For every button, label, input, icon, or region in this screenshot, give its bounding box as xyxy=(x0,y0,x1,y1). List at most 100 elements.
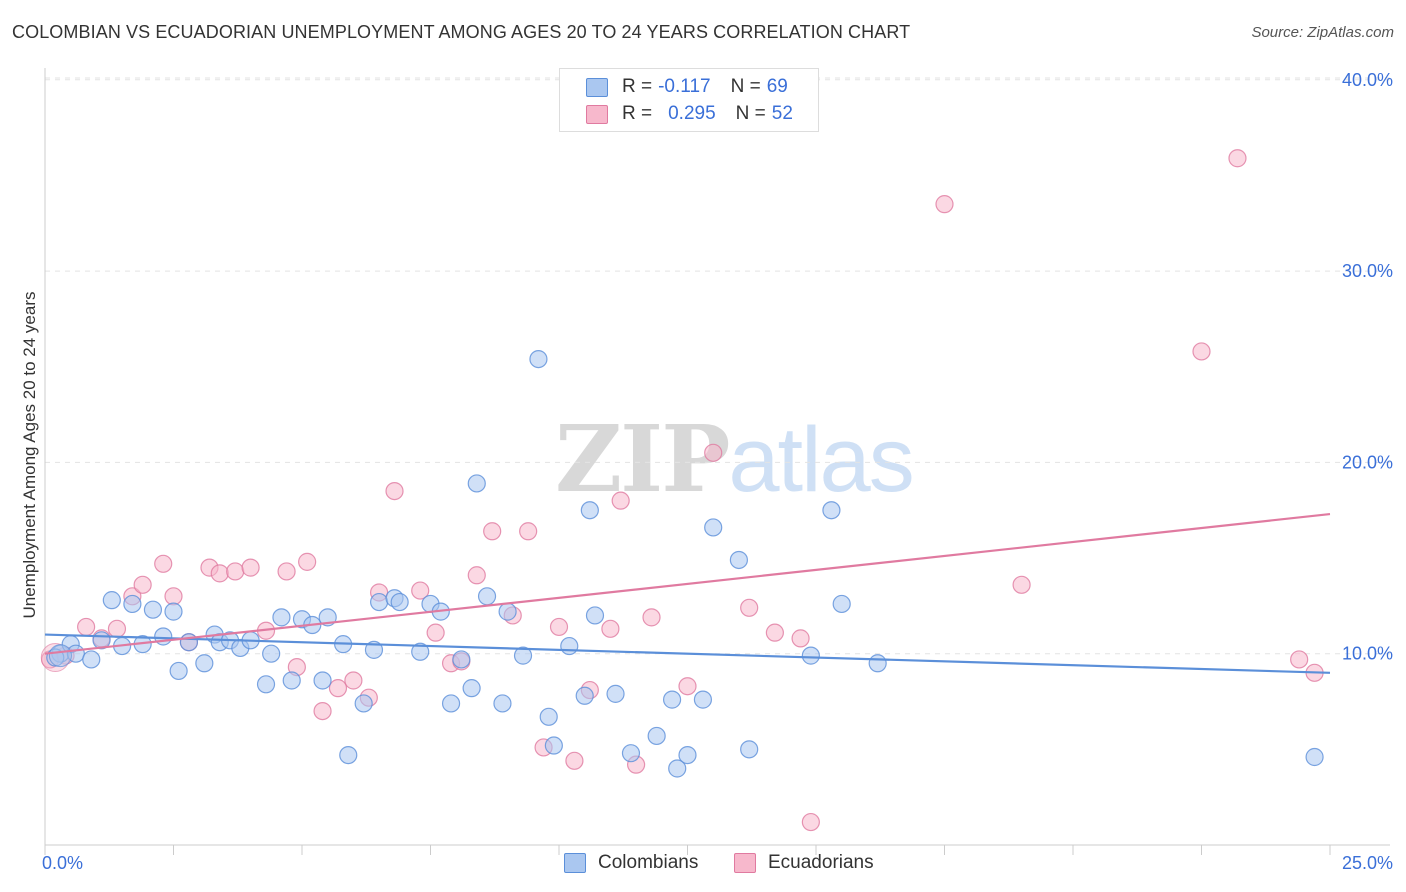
ecuadorians-point-36 xyxy=(601,619,620,638)
colombians-point-29 xyxy=(339,745,358,765)
colombians-point-40 xyxy=(462,679,481,698)
colombians-point-32 xyxy=(370,592,389,612)
ecuadorians-point-18 xyxy=(313,701,332,721)
tick-labels: 10.0% 20.0% 30.0% 40.0% 0.0% 25.0% xyxy=(42,70,1393,873)
colombians-point-64 xyxy=(822,501,841,520)
colombians-point-41 xyxy=(467,474,486,493)
legend-item-ecuadorians[interactable]: Ecuadorians xyxy=(734,852,874,874)
colombians-point-3 xyxy=(82,650,101,669)
colombians-point-60 xyxy=(704,518,723,537)
y-tick-label-1: 20.0% xyxy=(1342,452,1393,472)
colombians-point-9 xyxy=(143,600,163,619)
colombians-point-66 xyxy=(868,654,887,673)
colombians-point-65 xyxy=(832,594,851,614)
colombians-point-59 xyxy=(693,690,713,709)
y-tick-label-0: 10.0% xyxy=(1342,644,1393,664)
colombians-points xyxy=(46,349,1324,778)
axes xyxy=(44,68,1390,855)
colombians-point-55 xyxy=(647,726,666,746)
legend-swatch-colombians xyxy=(586,77,608,97)
colombians-point-61 xyxy=(729,550,749,570)
colombians-point-51 xyxy=(580,501,599,520)
colombians-point-30 xyxy=(354,694,373,713)
colombians-point-43 xyxy=(493,694,512,713)
correlation-legend: R = -0.117 N = 69 R = 0.295 N = 52 xyxy=(559,68,819,132)
legend-r-label: R = xyxy=(622,76,653,97)
colombians-point-49 xyxy=(560,636,579,656)
ecuadorians-point-2 xyxy=(77,617,96,637)
ecuadorians-point-34 xyxy=(565,751,584,770)
legend-r-value: -0.117 xyxy=(658,76,711,97)
colombians-point-46 xyxy=(529,349,548,369)
ecuadorians-point-33 xyxy=(549,617,569,637)
colombians-label: Colombians xyxy=(598,852,699,873)
colombians-trend-line xyxy=(44,633,1331,674)
colombians-point-22 xyxy=(272,608,291,627)
colombians-point-23 xyxy=(282,671,301,690)
ecuadorians-point-17 xyxy=(298,552,317,571)
colombians-point-26 xyxy=(313,671,332,690)
colombians-point-7 xyxy=(123,594,142,614)
ecuadorians-point-12 xyxy=(226,562,245,581)
legend-row-colombians: R = -0.117 N = 69 xyxy=(586,75,788,99)
ecuadorians-point-45 xyxy=(801,812,820,832)
ecuadorians-points xyxy=(40,149,1324,832)
colombians-point-53 xyxy=(606,684,625,703)
ecuadorians-point-39 xyxy=(642,608,661,627)
legend-swatch-ecuadorians xyxy=(586,104,608,124)
colombians-point-63 xyxy=(801,646,820,665)
ecuadorians-point-11 xyxy=(210,564,229,583)
colombians-point-35 xyxy=(411,642,430,661)
colombians-point-20 xyxy=(256,675,276,694)
colombians-point-56 xyxy=(668,759,687,778)
ecuadorians-point-37 xyxy=(611,491,630,510)
colombians-swatch xyxy=(564,853,586,873)
ecuadorians-point-15 xyxy=(277,562,296,581)
colombians-point-21 xyxy=(262,644,281,663)
colombians-point-67 xyxy=(1305,747,1324,767)
x-tick-label-1: 25.0% xyxy=(1342,853,1393,873)
y-tick-label-2: 30.0% xyxy=(1342,261,1393,281)
y-tick-label-3: 40.0% xyxy=(1342,70,1393,90)
ecuadorians-point-47 xyxy=(1012,575,1031,594)
colombians-point-13 xyxy=(179,633,199,652)
ecuadorians-point-41 xyxy=(704,443,723,462)
colombians-point-54 xyxy=(621,744,641,763)
colombians-point-45 xyxy=(513,646,533,665)
ecuadorians-point-8 xyxy=(164,587,183,606)
ecuadorians-point-49 xyxy=(1228,149,1247,168)
ecuadorians-point-44 xyxy=(791,629,810,648)
colombians-point-12 xyxy=(169,661,188,681)
ecuadorians-point-19 xyxy=(328,679,348,698)
colombians-point-42 xyxy=(477,587,497,606)
ecuadorians-point-50 xyxy=(1290,650,1309,669)
legend-item-colombians[interactable]: Colombians xyxy=(564,852,698,874)
ecuadorians-label: Ecuadorians xyxy=(768,852,874,873)
colombians-point-44 xyxy=(498,602,517,621)
ecuadorians-point-23 xyxy=(385,481,404,501)
colombians-point-31 xyxy=(364,640,384,659)
ecuadorians-point-25 xyxy=(426,623,445,642)
ecuadorians-point-31 xyxy=(519,522,538,541)
colombians-point-48 xyxy=(544,736,563,755)
legend-n-value: 52 xyxy=(771,103,793,124)
ecuadorians-point-6 xyxy=(133,575,152,594)
ecuadorians-point-40 xyxy=(678,677,697,696)
ecuadorians-point-48 xyxy=(1192,342,1211,361)
colombians-point-57 xyxy=(662,690,682,709)
y-axis-label: Unemployment Among Ages 20 to 24 years xyxy=(20,291,39,619)
colombians-point-14 xyxy=(195,654,214,673)
colombians-cluster-point xyxy=(48,644,72,668)
x-tick-label-0: 0.0% xyxy=(42,853,83,873)
ecuadorians-point-46 xyxy=(935,195,954,214)
colombians-point-62 xyxy=(740,740,759,759)
colombians-point-47 xyxy=(539,707,558,726)
ecuadorians-point-4 xyxy=(107,619,127,638)
colombians-point-11 xyxy=(164,602,183,621)
ecuadorians-point-42 xyxy=(740,598,759,617)
ecuadorians-point-43 xyxy=(765,623,784,642)
ecuadorians-point-29 xyxy=(483,522,502,541)
ecuadorians-point-24 xyxy=(411,581,430,600)
legend-n-value: 69 xyxy=(766,76,788,97)
